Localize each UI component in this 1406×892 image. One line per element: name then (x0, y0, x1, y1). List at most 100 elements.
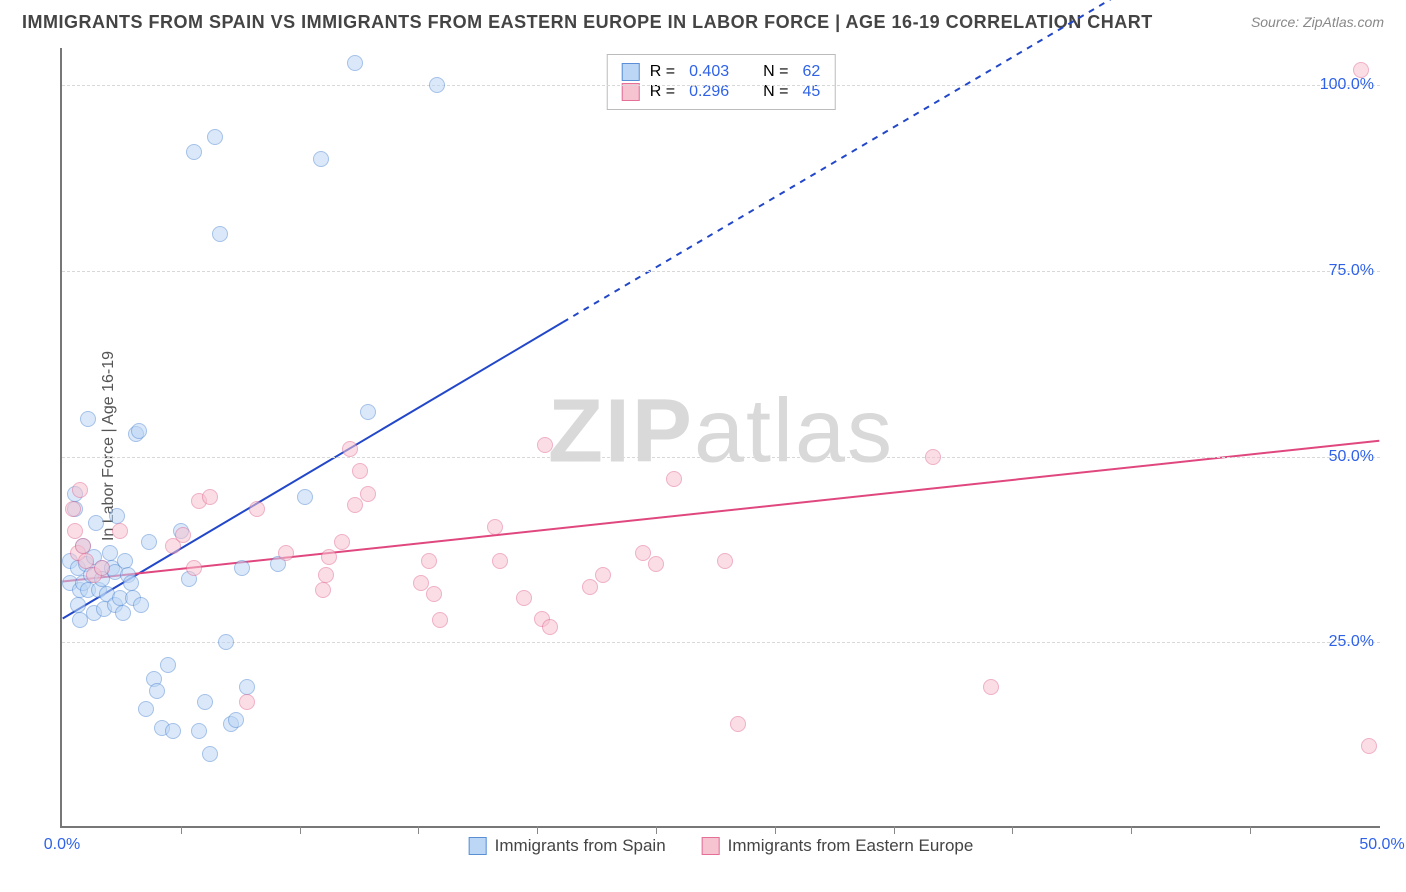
data-point-spain (123, 575, 139, 591)
gridline-h (62, 642, 1380, 643)
data-point-eastern_europe (186, 560, 202, 576)
data-point-eastern_europe (426, 586, 442, 602)
x-minor-tick (1012, 826, 1013, 834)
data-point-eastern_europe (278, 545, 294, 561)
data-point-spain (347, 55, 363, 71)
data-point-eastern_europe (352, 463, 368, 479)
x-minor-tick (894, 826, 895, 834)
data-point-eastern_europe (360, 486, 376, 502)
legend-r-value: 0.403 (689, 63, 729, 81)
data-point-spain (117, 553, 133, 569)
data-point-eastern_europe (487, 519, 503, 535)
data-point-spain (115, 605, 131, 621)
data-point-spain (297, 489, 313, 505)
data-point-eastern_europe (72, 482, 88, 498)
data-point-eastern_europe (730, 716, 746, 732)
y-tick-label: 75.0% (1329, 262, 1374, 280)
legend-row: R = 0.403 N = 62 (622, 63, 821, 81)
x-minor-tick (418, 826, 419, 834)
data-point-spain (207, 129, 223, 145)
y-tick-label: 50.0% (1329, 448, 1374, 466)
data-point-spain (360, 404, 376, 420)
x-minor-tick (1131, 826, 1132, 834)
data-point-eastern_europe (413, 575, 429, 591)
data-point-spain (149, 683, 165, 699)
data-point-eastern_europe (342, 441, 358, 457)
legend-swatch (622, 63, 640, 81)
data-point-spain (138, 701, 154, 717)
data-point-eastern_europe (492, 553, 508, 569)
gridline-h (62, 271, 1380, 272)
legend-n-value: 62 (802, 63, 820, 81)
data-point-spain (212, 226, 228, 242)
watermark: ZIPatlas (548, 380, 894, 483)
trend-lines-svg (62, 48, 1380, 826)
plot-area: ZIPatlas R =0.403N =62R =0.296N =45 Immi… (60, 48, 1380, 828)
data-point-eastern_europe (318, 567, 334, 583)
data-point-eastern_europe (648, 556, 664, 572)
y-tick-label: 25.0% (1329, 633, 1374, 651)
data-point-spain (234, 560, 250, 576)
data-point-spain (109, 508, 125, 524)
data-point-eastern_europe (334, 534, 350, 550)
data-point-spain (131, 423, 147, 439)
x-minor-tick (1250, 826, 1251, 834)
data-point-spain (165, 723, 181, 739)
data-point-spain (141, 534, 157, 550)
data-point-spain (186, 144, 202, 160)
data-point-spain (228, 712, 244, 728)
series-legend-item: Immigrants from Eastern Europe (702, 836, 974, 856)
legend-r-label: R = (650, 63, 675, 81)
x-tick-label: 0.0% (44, 836, 80, 854)
data-point-eastern_europe (67, 523, 83, 539)
legend-swatch (469, 837, 487, 855)
data-point-spain (313, 151, 329, 167)
x-minor-tick (656, 826, 657, 834)
gridline-h (62, 85, 1380, 86)
correlation-legend: R =0.403N =62R =0.296N =45 (607, 54, 836, 110)
gridline-h (62, 457, 1380, 458)
data-point-eastern_europe (75, 538, 91, 554)
data-point-eastern_europe (983, 679, 999, 695)
data-point-eastern_europe (595, 567, 611, 583)
source-label: Source: ZipAtlas.com (1251, 14, 1384, 30)
data-point-spain (70, 597, 86, 613)
data-point-spain (197, 694, 213, 710)
trend-line (63, 322, 563, 618)
data-point-eastern_europe (347, 497, 363, 513)
data-point-spain (191, 723, 207, 739)
data-point-eastern_europe (537, 437, 553, 453)
data-point-spain (218, 634, 234, 650)
legend-n-label: N = (763, 63, 788, 81)
data-point-spain (239, 679, 255, 695)
x-minor-tick (181, 826, 182, 834)
series-legend-item: Immigrants from Spain (469, 836, 666, 856)
data-point-spain (202, 746, 218, 762)
series-legend: Immigrants from Spain Immigrants from Eas… (469, 836, 974, 856)
data-point-spain (80, 411, 96, 427)
data-point-eastern_europe (717, 553, 733, 569)
data-point-spain (102, 545, 118, 561)
y-tick-label: 100.0% (1320, 76, 1374, 94)
legend-swatch (702, 837, 720, 855)
x-minor-tick (300, 826, 301, 834)
data-point-eastern_europe (516, 590, 532, 606)
data-point-spain (88, 515, 104, 531)
data-point-eastern_europe (94, 560, 110, 576)
x-tick-label: 50.0% (1359, 836, 1404, 854)
data-point-spain (429, 77, 445, 93)
data-point-eastern_europe (635, 545, 651, 561)
trend-line (563, 0, 1116, 322)
series-legend-label: Immigrants from Spain (495, 836, 666, 856)
data-point-eastern_europe (1353, 62, 1369, 78)
series-legend-label: Immigrants from Eastern Europe (728, 836, 974, 856)
data-point-eastern_europe (249, 501, 265, 517)
data-point-eastern_europe (542, 619, 558, 635)
data-point-eastern_europe (321, 549, 337, 565)
data-point-eastern_europe (421, 553, 437, 569)
data-point-spain (160, 657, 176, 673)
data-point-eastern_europe (315, 582, 331, 598)
x-minor-tick (775, 826, 776, 834)
data-point-eastern_europe (65, 501, 81, 517)
data-point-eastern_europe (666, 471, 682, 487)
